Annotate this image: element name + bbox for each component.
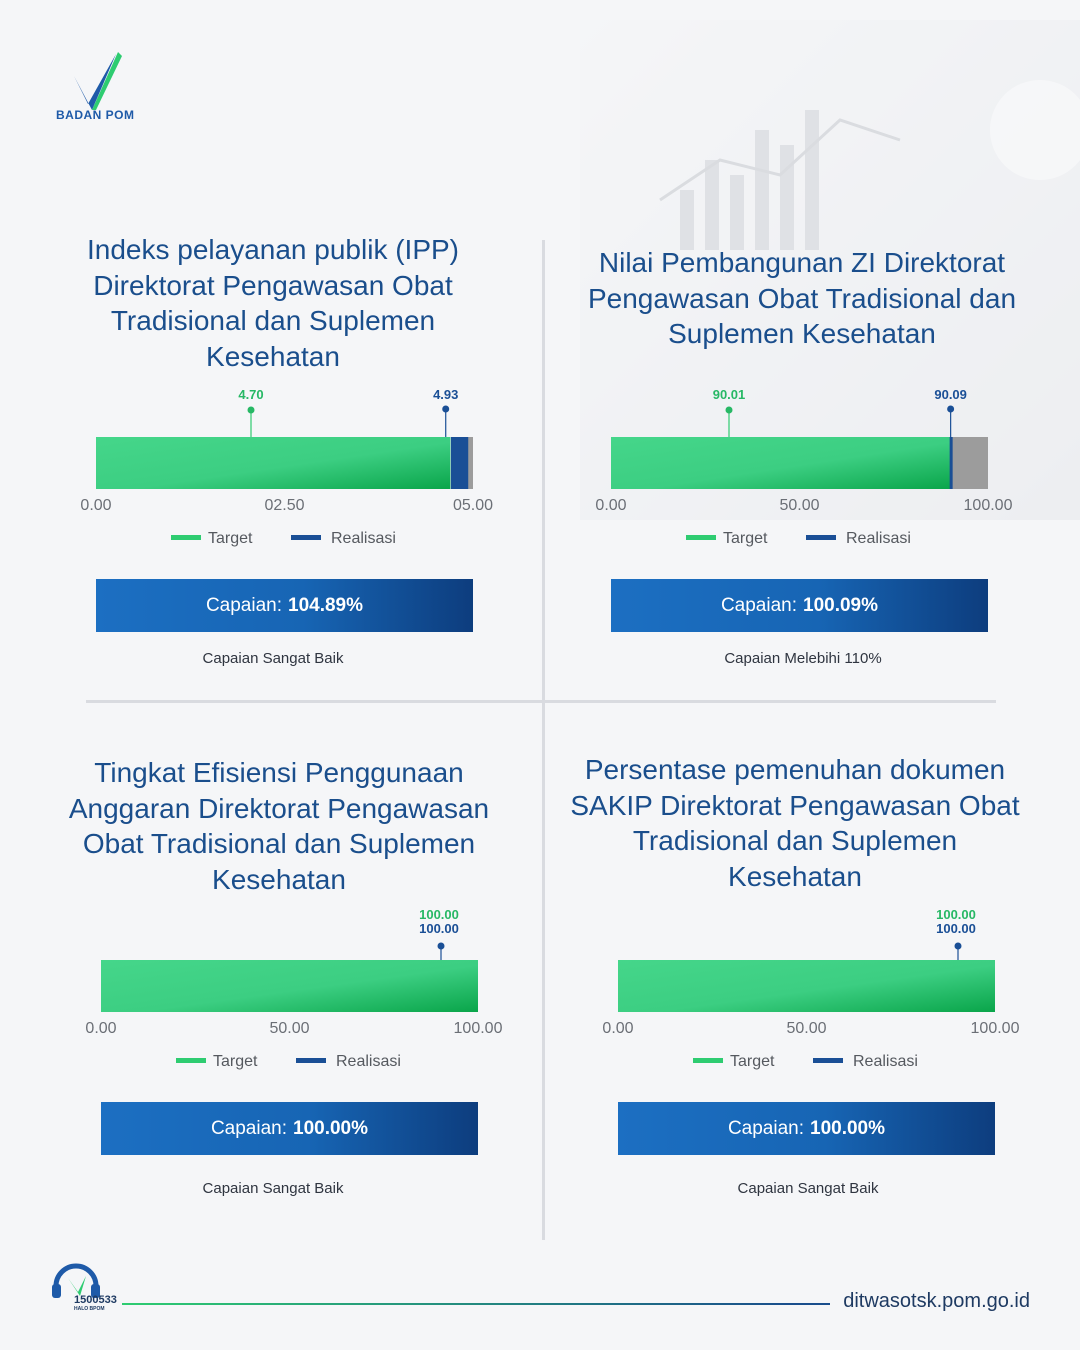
capaian-note: Capaian Sangat Baik: [737, 1180, 879, 1197]
badan-pom-logo-icon: [74, 52, 122, 110]
hotline-label: HALO BPOM: [74, 1306, 105, 1312]
bar-remainder: [950, 437, 988, 489]
panel-title: Tingkat Efisiensi Penggunaan Anggaran Di…: [68, 757, 490, 895]
realisasi-marker-dot: [442, 405, 450, 413]
target-value-label: 100.00: [419, 907, 459, 922]
legend-realisasi-label: Realisasi: [846, 530, 911, 547]
capaian-note: Capaian Sangat Baik: [202, 650, 344, 667]
target-marker-dot: [725, 406, 733, 414]
bar-chart-zi: 90.01 90.09 0.00 50.00 100.00 Target Realisasi: [595, 387, 1013, 547]
x-tick-label: 0.00: [85, 1020, 116, 1037]
bar-realisasi: [949, 437, 953, 489]
legend-target-swatch: [693, 1058, 723, 1063]
x-tick-label: 50.00: [269, 1020, 309, 1037]
target-value-label: 100.00: [936, 907, 976, 922]
bar-target: [101, 960, 478, 1012]
capaian-value: 104.89%: [288, 594, 364, 616]
footer-line: [122, 1303, 790, 1305]
x-tick-label: 02.50: [264, 497, 304, 514]
realisasi-value-label: 100.00: [419, 921, 459, 936]
capaian-box: Capaian: 100.00%: [618, 1102, 995, 1155]
legend-target-swatch: [176, 1058, 206, 1063]
legend-target-label: Target: [723, 530, 768, 547]
capaian-box: Capaian: 100.00%: [101, 1102, 478, 1155]
bar-target: [96, 437, 451, 489]
capaian-label: Capaian:: [210, 1117, 288, 1139]
bar-chart-ipp: 4.70 4.93 0.00 02.50 05.00 Target Realisasi: [80, 387, 493, 547]
x-tick-label: 100.00: [964, 497, 1013, 514]
realisasi-value-label: 4.93: [433, 387, 458, 402]
realisasi-marker-dot: [954, 942, 962, 950]
realisasi-value-label: 100.00: [936, 921, 976, 936]
bar-target: [618, 960, 995, 1012]
x-tick-label: 100.00: [971, 1020, 1020, 1037]
bar-realisasi: [450, 437, 469, 489]
vertical-divider: [542, 240, 545, 1240]
legend-target-swatch: [686, 535, 716, 540]
realisasi-marker-dot: [947, 405, 955, 413]
capaian-box: Capaian: 100.09%: [611, 579, 988, 632]
capaian-note: Capaian Sangat Baik: [202, 1180, 344, 1197]
target-value-label: 90.01: [713, 387, 746, 402]
x-tick-label: 50.00: [786, 1020, 826, 1037]
capaian-note: Capaian Melebihi 110%: [724, 650, 882, 667]
legend-realisasi-swatch: [806, 535, 836, 540]
x-tick-label: 0.00: [595, 497, 626, 514]
hotline-headset-icon: 1500533 HALO BPOM: [52, 1263, 117, 1312]
x-tick-label: 0.00: [602, 1020, 633, 1037]
legend-target-swatch: [171, 535, 201, 540]
footer-line-dark: [790, 1303, 830, 1305]
legend-realisasi-label: Realisasi: [336, 1053, 401, 1070]
capaian-value: 100.00%: [810, 1117, 886, 1139]
legend-realisasi-swatch: [813, 1058, 843, 1063]
capaian-label: Capaian:: [205, 594, 283, 616]
hotline-number: 1500533: [74, 1294, 117, 1306]
panel-title: Indeks pelayanan publik (IPP) Direktorat…: [87, 234, 459, 372]
bar-remainder: [467, 437, 473, 489]
capaian-box: Capaian: 104.89%: [96, 579, 473, 632]
panel-title: Persentase pemenuhan dokumen SAKIP Direk…: [570, 754, 1020, 892]
legend-target-label: Target: [213, 1053, 258, 1070]
realisasi-value-label: 90.09: [934, 387, 967, 402]
capaian-value: 100.09%: [803, 594, 879, 616]
horizontal-divider: [86, 700, 996, 703]
target-value-label: 4.70: [238, 387, 263, 402]
legend-target-label: Target: [208, 530, 253, 547]
bar-target: [611, 437, 951, 489]
x-tick-label: 05.00: [453, 497, 493, 514]
capaian-label: Capaian:: [727, 1117, 805, 1139]
target-marker-dot: [247, 406, 255, 414]
logo-text: BADAN POM: [56, 108, 135, 122]
legend-realisasi-swatch: [291, 535, 321, 540]
legend-realisasi-label: Realisasi: [331, 530, 396, 547]
legend-realisasi-swatch: [296, 1058, 326, 1063]
capaian-label: Capaian:: [720, 594, 798, 616]
x-tick-label: 0.00: [80, 497, 111, 514]
panel-title: Nilai Pembangunan ZI Direktorat Pengawas…: [587, 247, 1017, 349]
legend-realisasi-label: Realisasi: [853, 1053, 918, 1070]
legend-target-label: Target: [730, 1053, 775, 1070]
background-decoration: [580, 20, 1080, 520]
capaian-value: 100.00%: [293, 1117, 369, 1139]
footer-url: ditwasotsk.pom.go.id: [843, 1290, 1030, 1312]
x-tick-label: 100.00: [454, 1020, 503, 1037]
realisasi-marker-dot: [437, 942, 445, 950]
x-tick-label: 50.00: [779, 497, 819, 514]
